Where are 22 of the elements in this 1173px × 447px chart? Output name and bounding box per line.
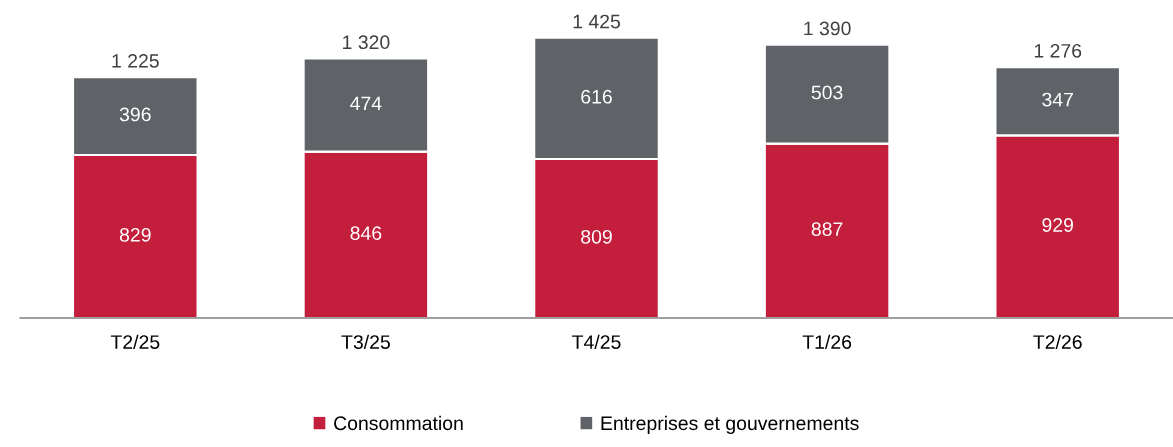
- total-label: 1 390: [804, 21, 851, 36]
- data-label: 503: [811, 85, 843, 100]
- data-label: 929: [1042, 218, 1073, 232]
- data-label: 474: [350, 96, 382, 111]
- x-tick-label: T1/26: [802, 334, 852, 349]
- legend-label: Entreprises et gouvernements: [601, 415, 859, 434]
- total-label: 1 320: [343, 35, 390, 50]
- data-label: 616: [581, 89, 612, 104]
- data-label: 809: [581, 229, 612, 244]
- total-label: 1 276: [1034, 43, 1082, 58]
- x-tick-label: T2/26: [1033, 334, 1082, 349]
- x-tick-label: T4/25: [572, 334, 621, 349]
- data-label: 347: [1042, 92, 1073, 107]
- data-label: 829: [119, 227, 151, 242]
- legend-label: Consommation: [334, 415, 463, 431]
- total-label: 1 425: [573, 14, 621, 29]
- data-label: 846: [350, 226, 382, 241]
- x-tick-label: T2/25: [110, 334, 160, 349]
- x-tick-label: T3/25: [341, 334, 390, 349]
- data-label: 396: [119, 107, 151, 122]
- data-label: 887: [811, 222, 843, 237]
- total-label: 1 225: [112, 53, 159, 68]
